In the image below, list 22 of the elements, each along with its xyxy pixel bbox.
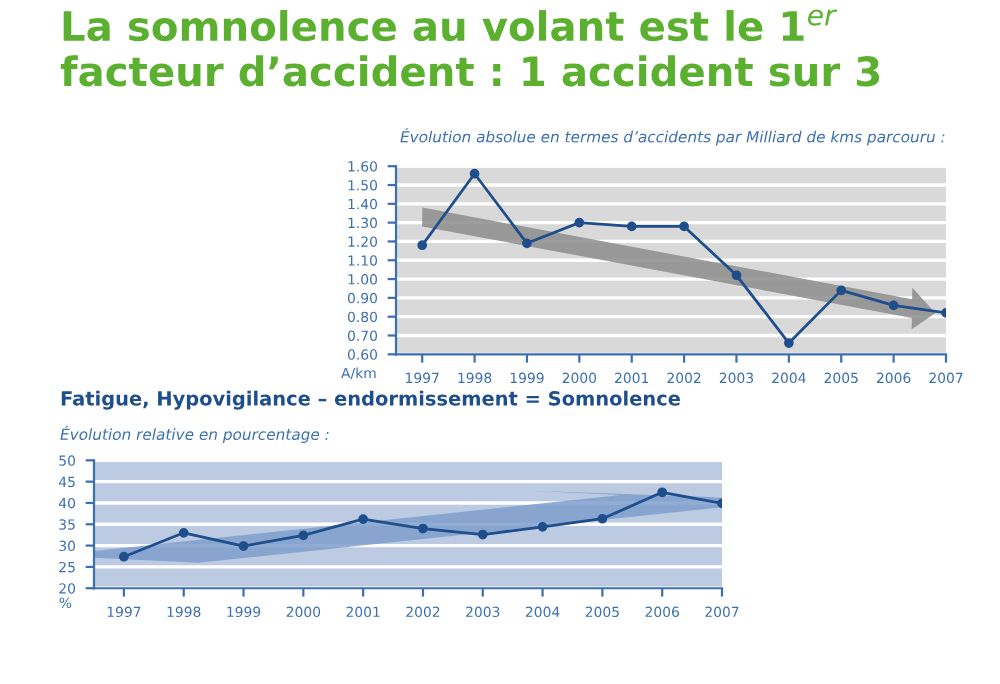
point xyxy=(469,168,480,179)
point xyxy=(537,521,548,532)
point xyxy=(238,541,249,551)
chart-title: Fatigue, Hypovigilance – endormissement = Somnolence xyxy=(61,390,680,410)
point xyxy=(784,338,794,348)
point xyxy=(679,221,689,232)
point xyxy=(731,270,742,281)
chart-title: La somnolence au volant est le 1$^{er}$ facteur d’accident : 1 accident sur 3 xyxy=(60,9,880,87)
point xyxy=(888,300,899,311)
point xyxy=(574,217,585,228)
point xyxy=(119,551,129,562)
point xyxy=(657,487,668,498)
point xyxy=(358,514,368,525)
point xyxy=(626,221,637,232)
point xyxy=(836,285,847,296)
point xyxy=(522,238,532,249)
point xyxy=(418,523,428,534)
point xyxy=(298,530,309,541)
point xyxy=(477,529,488,540)
point xyxy=(597,513,608,524)
point xyxy=(417,240,428,251)
point xyxy=(178,527,189,538)
